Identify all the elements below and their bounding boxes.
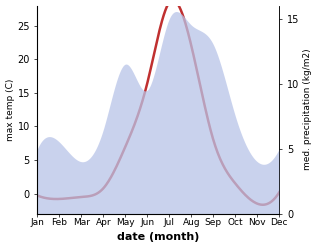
Y-axis label: med. precipitation (kg/m2): med. precipitation (kg/m2): [303, 49, 313, 170]
X-axis label: date (month): date (month): [117, 232, 200, 243]
Y-axis label: max temp (C): max temp (C): [5, 78, 15, 141]
